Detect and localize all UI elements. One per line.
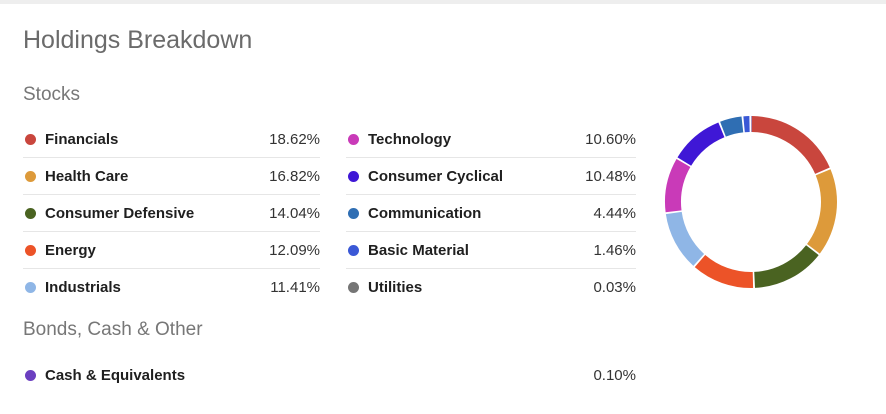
holding-percent: 10.48% [585, 167, 636, 185]
legend-dot-icon [25, 170, 36, 182]
legend-dot-icon [348, 170, 359, 182]
holding-name: Industrials [45, 279, 121, 296]
page-title: Holdings Breakdown [23, 26, 253, 54]
holding-row: Consumer Defensive 14.04% [23, 195, 320, 232]
holding-name: Utilities [368, 279, 423, 296]
holding-row: Utilities 0.03% [346, 269, 636, 306]
holding-percent: 0.10% [593, 367, 636, 384]
holding-percent: 10.60% [585, 130, 636, 148]
bonds-list: Cash & Equivalents 0.10% [23, 357, 636, 394]
holding-name: Communication [368, 204, 482, 222]
legend-dot-icon [25, 133, 36, 145]
holding-percent: 12.09% [269, 241, 320, 259]
holding-row: Consumer Cyclical 10.48% [346, 158, 636, 195]
legend-dot-icon [348, 133, 359, 145]
holding-percent: 11.41% [270, 279, 320, 296]
top-divider [0, 0, 886, 4]
holding-name: Consumer Defensive [45, 204, 195, 222]
holding-row: Communication 4.44% [346, 195, 636, 232]
legend-dot-icon [348, 207, 359, 219]
donut-slice-consumer-defensive [754, 245, 819, 288]
stocks-left-list: Financials 18.62% Health Care 16.82% Consume… [23, 121, 320, 306]
holding-percent: 4.44% [593, 204, 636, 222]
holding-percent: 0.03% [593, 279, 636, 296]
donut-slice-energy [694, 254, 754, 288]
holding-row: Technology 10.60% [346, 121, 636, 158]
donut-slice-communication [720, 116, 744, 137]
holding-name: Basic Material [368, 241, 469, 259]
stocks-right-list: Technology 10.60% Consumer Cyclical 10.48% C… [346, 121, 636, 306]
holding-name: Financials [45, 130, 119, 148]
donut-slice-technology [665, 159, 691, 213]
holding-percent: 14.04% [269, 204, 320, 222]
legend-dot-icon [348, 282, 359, 293]
holding-percent: 16.82% [269, 167, 320, 185]
holding-name: Energy [45, 241, 96, 259]
legend-dot-icon [25, 207, 36, 219]
legend-dot-icon [25, 244, 36, 256]
holding-percent: 18.62% [269, 130, 320, 148]
holding-row: Basic Material 1.46% [346, 232, 636, 269]
legend-dot-icon [348, 244, 359, 256]
holding-name: Cash & Equivalents [45, 367, 186, 384]
holding-row: Health Care 16.82% [23, 158, 320, 195]
holding-row: Industrials 11.41% [23, 269, 320, 306]
donut-slice-health-care [807, 169, 837, 254]
donut-slice-consumer-cyclical [677, 122, 725, 166]
holding-name: Health Care [45, 167, 129, 185]
holding-name: Technology [368, 130, 452, 148]
donut-slice-basic-material [743, 116, 750, 133]
legend-dot-icon [25, 370, 36, 381]
donut-slice-financials [751, 116, 830, 174]
holding-name: Consumer Cyclical [368, 167, 504, 185]
stocks-section-label: Stocks [23, 84, 81, 105]
legend-dot-icon [25, 282, 36, 293]
holding-row: Financials 18.62% [23, 121, 320, 158]
holdings-donut-chart [665, 116, 837, 288]
donut-slice-industrials [665, 211, 705, 266]
holding-row: Cash & Equivalents 0.10% [23, 357, 636, 394]
bonds-section-label: Bonds, Cash & Other [23, 319, 203, 340]
holding-percent: 1.46% [593, 241, 636, 259]
holding-row: Energy 12.09% [23, 232, 320, 269]
